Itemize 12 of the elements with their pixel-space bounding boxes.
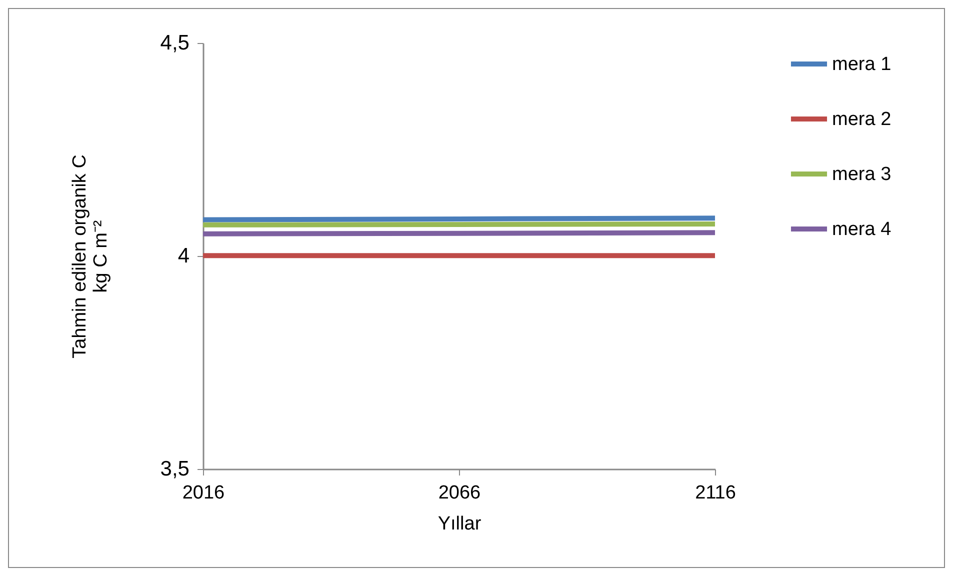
y-tick-label: 4 — [178, 244, 190, 268]
x-axis-title: Yıllar — [438, 514, 482, 534]
y-tick-label: 4,5 — [160, 32, 190, 54]
legend-label: mera 1 — [832, 54, 892, 75]
y-axis-title: Tahmin edilen organik C kg C m⁻² — [69, 154, 112, 358]
legend-label: mera 2 — [832, 109, 892, 130]
legend-label: mera 3 — [832, 164, 892, 185]
legend-label: mera 4 — [832, 219, 892, 240]
x-tick-label: 2016 — [182, 482, 225, 504]
x-tick-label: 2116 — [695, 482, 736, 504]
y-tick-label: 3,5 — [160, 458, 190, 480]
x-tick-label: 2066 — [438, 482, 481, 504]
